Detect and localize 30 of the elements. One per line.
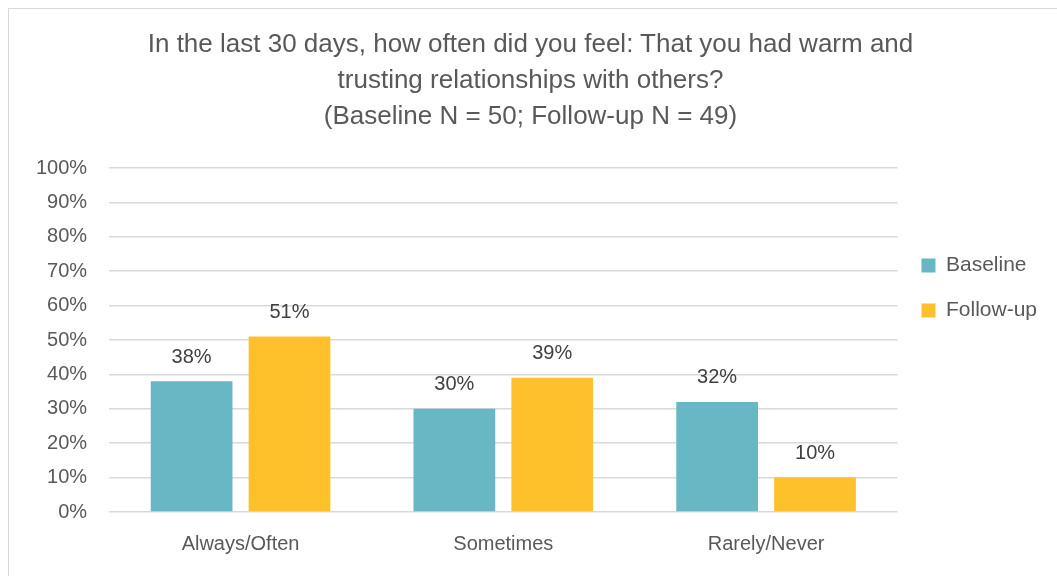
data-label: 51% xyxy=(269,300,310,323)
chart-subtitle: (Baseline N = 50; Follow-up N = 49) xyxy=(323,100,738,131)
y-tick-label: 10% xyxy=(47,465,88,488)
y-tick-label: 50% xyxy=(47,327,88,350)
data-label: 38% xyxy=(171,344,212,367)
y-tick-label: 0% xyxy=(58,499,88,522)
y-tick-label: 80% xyxy=(47,224,88,247)
bar xyxy=(511,377,594,512)
x-tick-label: Rarely/Never xyxy=(707,531,825,554)
x-tick-label: Sometimes xyxy=(453,531,554,554)
bar xyxy=(774,477,856,512)
bar xyxy=(413,408,496,512)
y-tick-label: 70% xyxy=(47,258,88,281)
y-tick-label: 60% xyxy=(47,293,88,316)
data-label: 39% xyxy=(532,341,573,364)
bar xyxy=(248,336,331,512)
y-tick-label: 90% xyxy=(47,189,88,212)
y-tick-label: 40% xyxy=(47,361,88,384)
data-label: 32% xyxy=(697,365,738,388)
y-tick-label: 100% xyxy=(36,155,88,178)
data-label: 30% xyxy=(434,372,475,395)
y-tick-label: 20% xyxy=(47,430,88,453)
x-tick-label: Always/Often xyxy=(181,531,300,554)
bar xyxy=(676,401,759,512)
legend-label: Baseline xyxy=(945,252,1027,276)
chart-title: In the last 30 days, how often did you feel: That you had warm and trusting relationships with others? xyxy=(147,28,914,95)
bar xyxy=(150,381,233,512)
y-tick-label: 30% xyxy=(47,396,88,419)
data-label: 10% xyxy=(795,441,836,464)
legend-label: Follow-up xyxy=(945,297,1038,321)
